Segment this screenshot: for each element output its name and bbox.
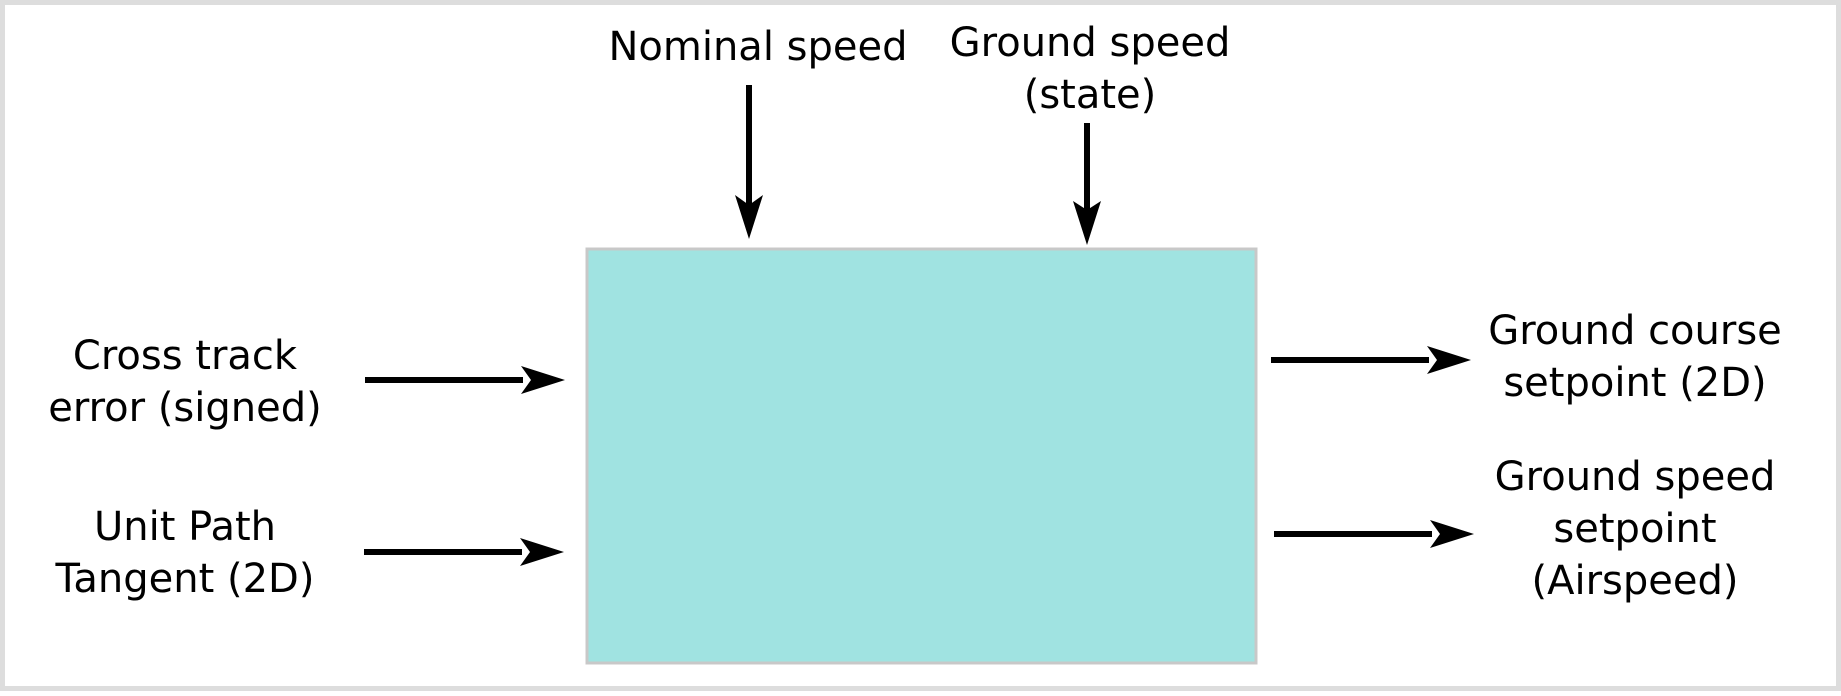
cross-track-error-arrow — [365, 366, 565, 394]
ground-course-setpoint-label: Ground course setpoint (2D) — [1465, 305, 1805, 409]
unit-path-tangent-label: Unit Path Tangent (2D) — [25, 501, 345, 605]
label-line: Ground speed — [949, 20, 1231, 66]
label-line: Nominal speed — [608, 24, 908, 70]
label-line: Tangent (2D) — [55, 556, 315, 602]
label-line: Cross track — [72, 333, 298, 379]
ground-course-setpoint-arrow — [1271, 346, 1471, 374]
controller-block — [585, 247, 1258, 665]
label-line: Ground course — [1488, 308, 1782, 354]
ground-speed-setpoint-arrow — [1274, 520, 1474, 548]
label-line: Unit Path — [93, 504, 276, 550]
nominal-speed-label: Nominal speed — [588, 21, 928, 73]
cross-track-error-label: Cross track error (signed) — [25, 330, 345, 434]
nominal-speed-arrow — [735, 85, 763, 239]
ground-speed-state-arrow — [1073, 123, 1101, 245]
label-line: (state) — [1023, 72, 1157, 118]
diagram-canvas — [364, 85, 1474, 665]
label-line: (Airspeed) — [1531, 558, 1739, 604]
label-line: setpoint (2D) — [1503, 360, 1767, 406]
label-line: Ground speed — [1494, 454, 1776, 500]
unit-path-tangent-arrow — [364, 538, 564, 566]
label-line: error (signed) — [48, 385, 322, 431]
ground-speed-setpoint-label: Ground speed setpoint (Airspeed) — [1465, 451, 1805, 607]
label-line: setpoint — [1553, 506, 1717, 552]
ground-speed-state-label: Ground speed (state) — [920, 17, 1260, 121]
